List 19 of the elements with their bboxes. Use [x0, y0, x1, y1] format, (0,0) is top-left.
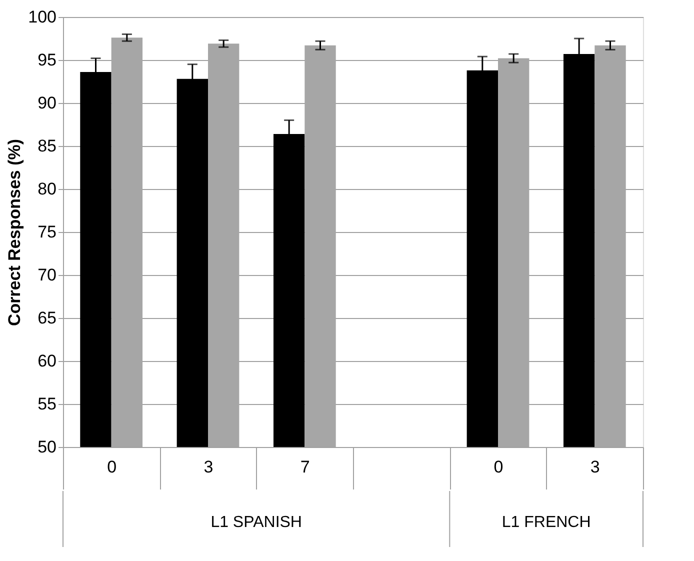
- y-tick-label: 50: [38, 438, 56, 456]
- y-tick-label: 90: [38, 94, 56, 112]
- y-tick-label: 100: [28, 8, 56, 26]
- y-tick-label: 85: [38, 136, 56, 156]
- y-tick-label: 75: [38, 222, 56, 242]
- text: L1 SPANISH: [210, 514, 302, 531]
- y-axis-title: Correct Responses (%): [5, 138, 24, 326]
- y-tick-label: 60: [38, 352, 56, 370]
- x-tick-label: 0: [494, 458, 504, 476]
- x-tick-label: 0: [107, 458, 117, 476]
- x-tick-label: 7: [300, 458, 310, 476]
- y-tick-label: 70: [38, 266, 56, 284]
- text: L1 FRENCH: [502, 514, 591, 531]
- y-tick-label: 65: [38, 308, 56, 328]
- y-tick-label: 55: [38, 394, 56, 414]
- y-tick-label: 80: [38, 180, 56, 198]
- x-tick-label: 3: [204, 458, 214, 476]
- y-tick-label: 95: [38, 50, 56, 70]
- x-tick-label: 3: [590, 458, 600, 476]
